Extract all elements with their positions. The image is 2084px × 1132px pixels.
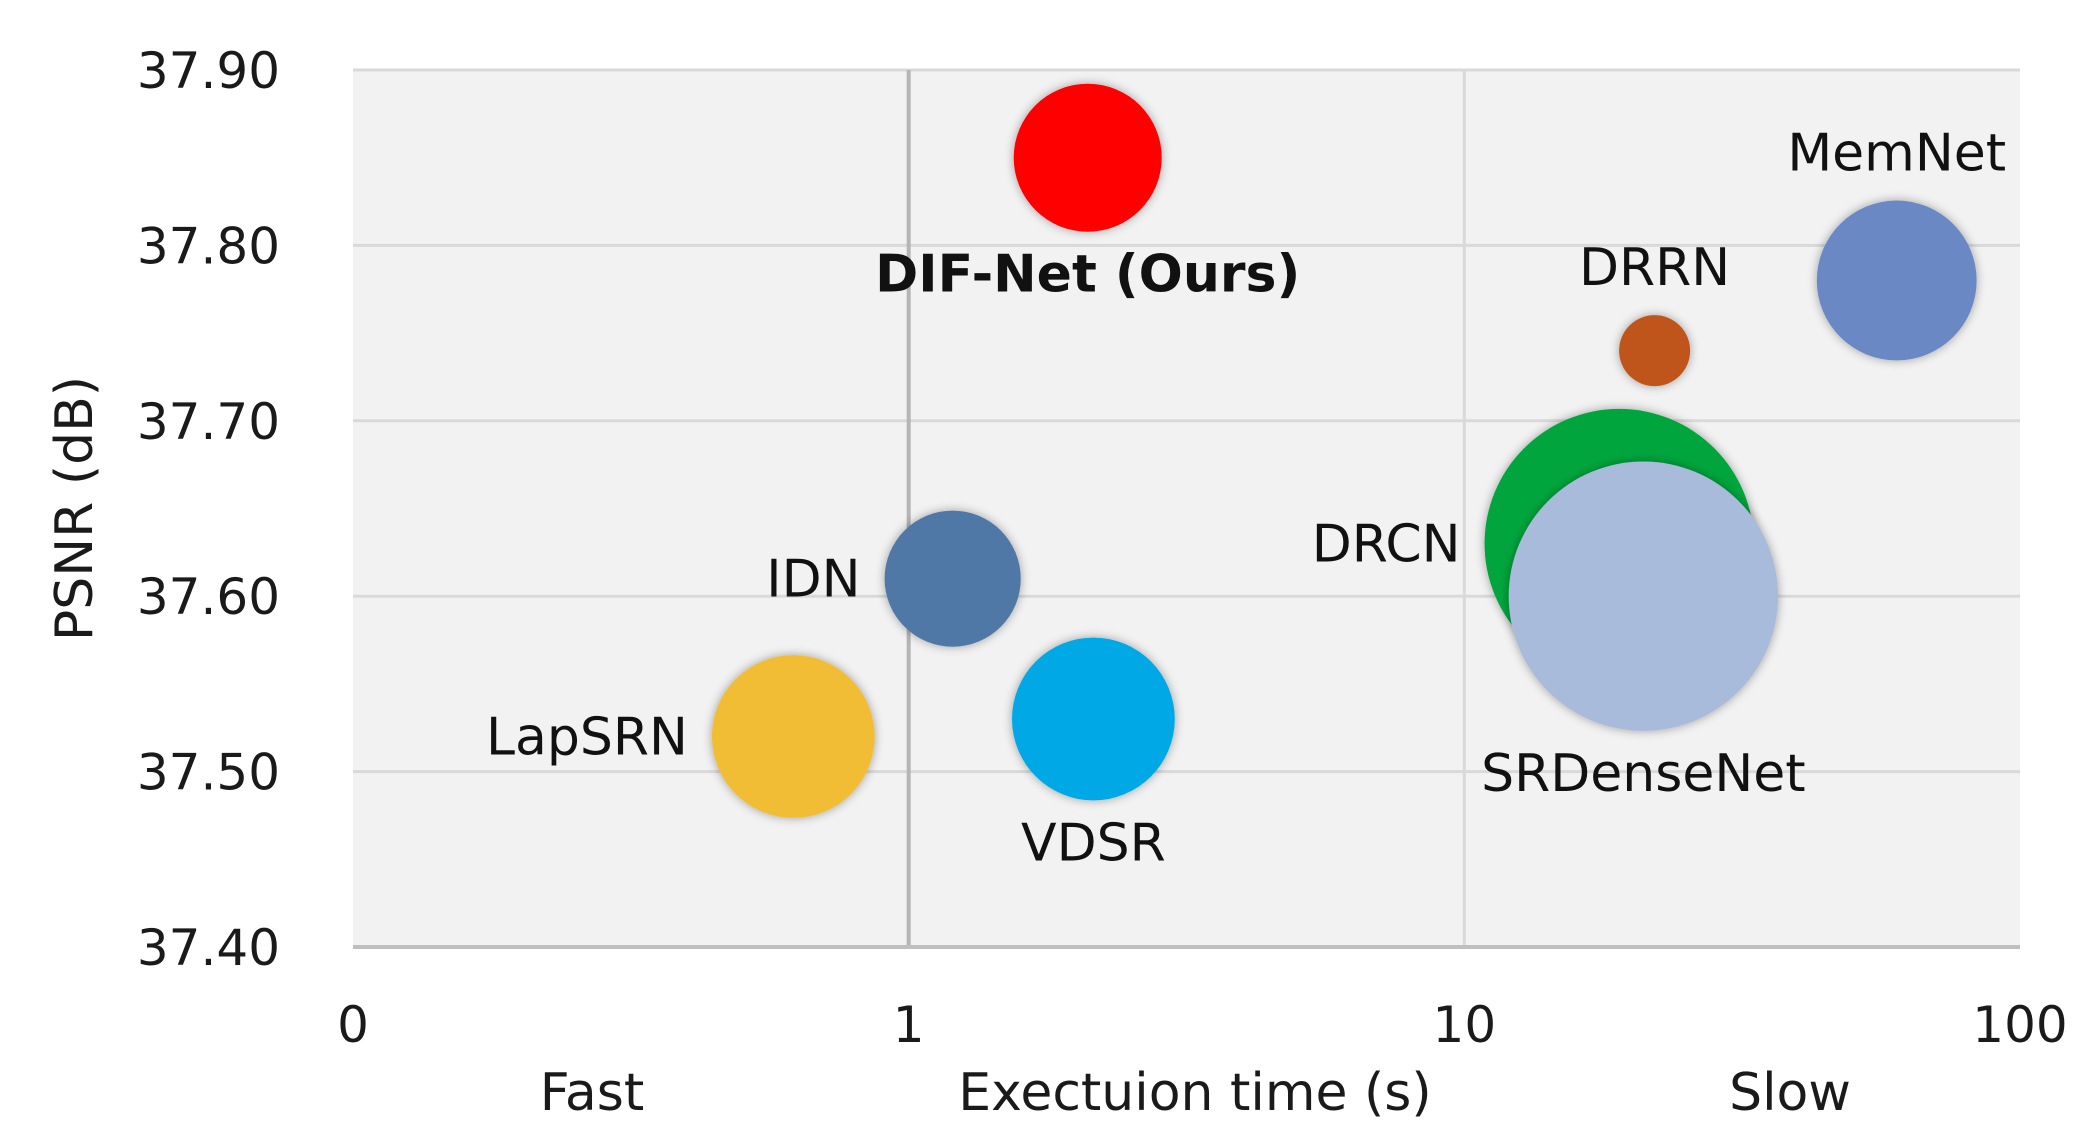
- bubble-dif-net-ours: [1013, 83, 1162, 232]
- bubble-label-srdensenet: SRDenseNet: [1481, 744, 1806, 804]
- x-annotation-fast: Fast: [540, 1063, 644, 1123]
- x-annotation-slow: Slow: [1729, 1063, 1851, 1123]
- bubble-vdsr: [1011, 637, 1175, 801]
- y-tick-label: 37.50: [137, 744, 280, 802]
- x-axis-title: Exectuion time (s): [958, 1063, 1431, 1123]
- x-tick-label: 10: [1433, 996, 1497, 1054]
- y-axis-title: PSNR (dB): [45, 376, 105, 641]
- bubble-label-idn: IDN: [766, 550, 860, 610]
- y-tick-label: 37.40: [137, 919, 280, 977]
- bubble-label-dif-net-ours: DIF-Net (Ours): [875, 245, 1300, 305]
- bubble-memnet: [1816, 200, 1977, 361]
- bubble-srdensenet: [1508, 461, 1779, 731]
- y-tick-label: 37.90: [137, 42, 280, 100]
- bubble-label-vdsr: VDSR: [1021, 813, 1166, 873]
- plot-area: [353, 70, 2020, 947]
- grid: [353, 68, 2020, 947]
- bubble-label-drcn: DRCN: [1312, 515, 1461, 575]
- y-tick-label: 37.60: [137, 568, 280, 626]
- y-tick-label: 37.70: [137, 393, 280, 451]
- x-tick-label: 100: [1972, 996, 2067, 1054]
- bubble-label-memnet: MemNet: [1787, 124, 2006, 184]
- bubble-idn: [884, 510, 1021, 647]
- x-tick-label: 1: [893, 996, 925, 1054]
- bubble-labels: DIF-Net (Ours) MemNet DRRN DRCN SRDenseNet ID…: [486, 124, 2006, 874]
- bubble-drrn: [1619, 315, 1691, 387]
- x-tick-label: 0: [337, 996, 369, 1054]
- y-tick-label: 37.80: [137, 217, 280, 275]
- bubble-label-drrn: DRRN: [1579, 238, 1730, 298]
- bubble-label-lapsrn: LapSRN: [486, 708, 688, 768]
- bubbles: [711, 83, 1977, 818]
- axes: 37.40 37.50 37.60 37.70 37.80 37.90 0 1 10 100: [137, 42, 2068, 1054]
- bubble-lapsrn: [711, 655, 875, 818]
